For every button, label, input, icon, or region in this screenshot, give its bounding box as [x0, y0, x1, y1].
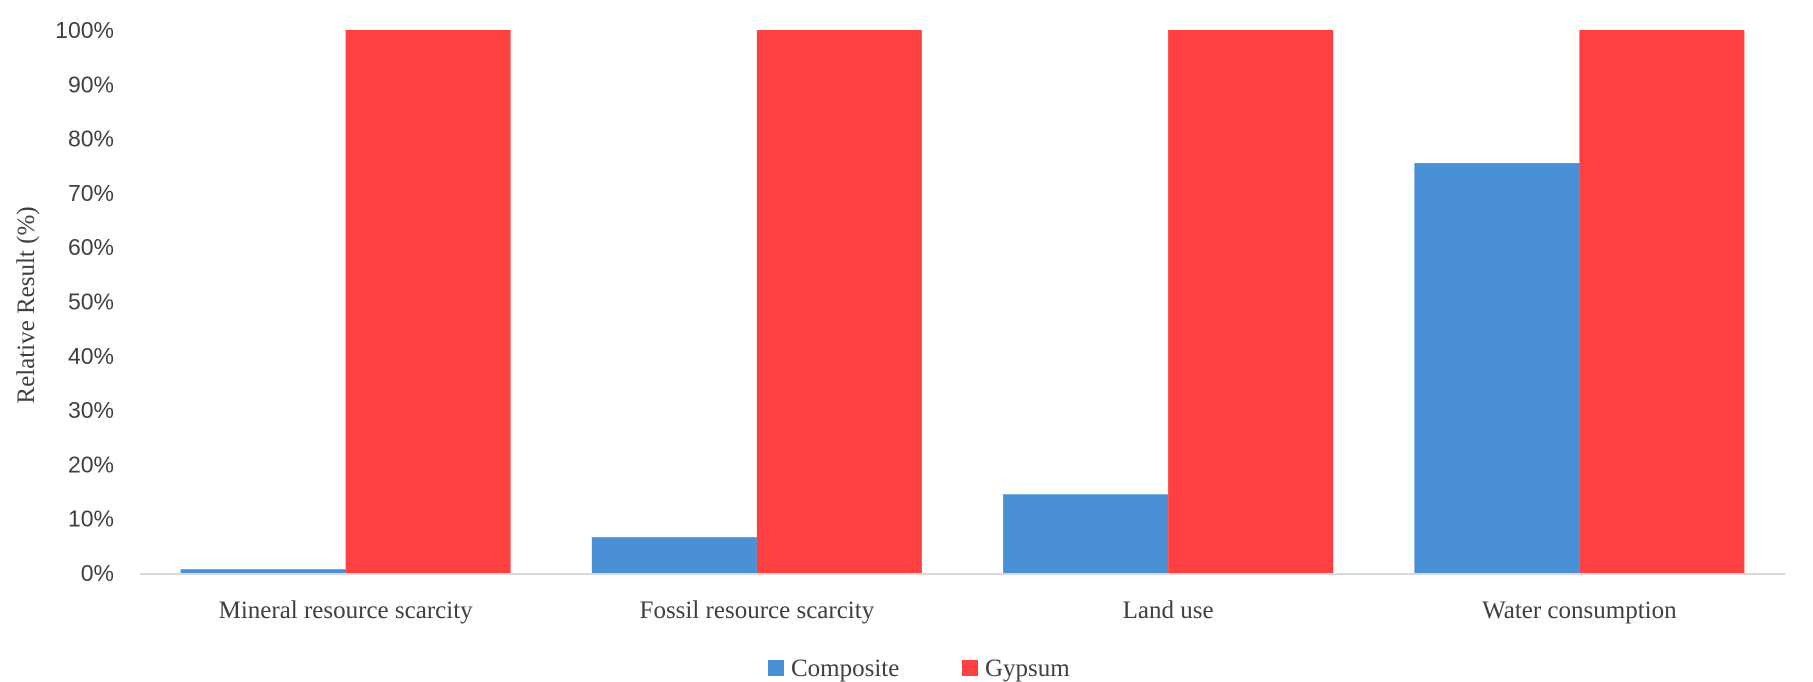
y-tick-label: 100% — [55, 17, 114, 43]
y-tick-label: 70% — [68, 180, 114, 206]
y-tick-label: 30% — [68, 397, 114, 423]
y-tick-label: 10% — [68, 506, 114, 532]
legend-swatch-gypsum — [962, 660, 978, 676]
y-axis-title: Relative Result (%) — [13, 206, 40, 403]
y-tick-label: 80% — [68, 126, 114, 152]
x-tick-label: Fossil resource scarcity — [640, 597, 875, 624]
legend-label-composite: Composite — [791, 655, 899, 682]
y-tick-label: 50% — [68, 289, 114, 315]
x-tick-label: Mineral resource scarcity — [219, 597, 474, 624]
bar-gypsum-0 — [345, 30, 511, 573]
x-tick-label: Land use — [1123, 597, 1214, 624]
y-tick-label: 0% — [81, 560, 114, 586]
legend-label-gypsum: Gypsum — [985, 655, 1070, 682]
bar-gypsum-2 — [1168, 30, 1334, 573]
bar-gypsum-1 — [756, 30, 922, 573]
bar-composite-2 — [1003, 494, 1169, 573]
bars — [180, 30, 1745, 573]
x-tick-label: Water consumption — [1482, 597, 1677, 624]
bar-composite-0 — [180, 569, 346, 573]
category-labels: Mineral resource scarcity Fossil resource… — [219, 597, 1678, 624]
bar-gypsum-3 — [1579, 30, 1745, 573]
y-tick-label: 20% — [68, 451, 114, 477]
y-axis-ticks: 0% 10% 20% 30% 40% 50% 60% 70% 80% 90% 100% — [55, 17, 114, 586]
y-tick-label: 90% — [68, 71, 114, 97]
y-tick-label: 60% — [68, 234, 114, 260]
legend: Composite Gypsum — [768, 655, 1070, 682]
legend-swatch-composite — [768, 660, 784, 676]
y-tick-label: 40% — [68, 343, 114, 369]
bar-composite-1 — [591, 537, 757, 573]
bar-composite-3 — [1414, 163, 1580, 573]
